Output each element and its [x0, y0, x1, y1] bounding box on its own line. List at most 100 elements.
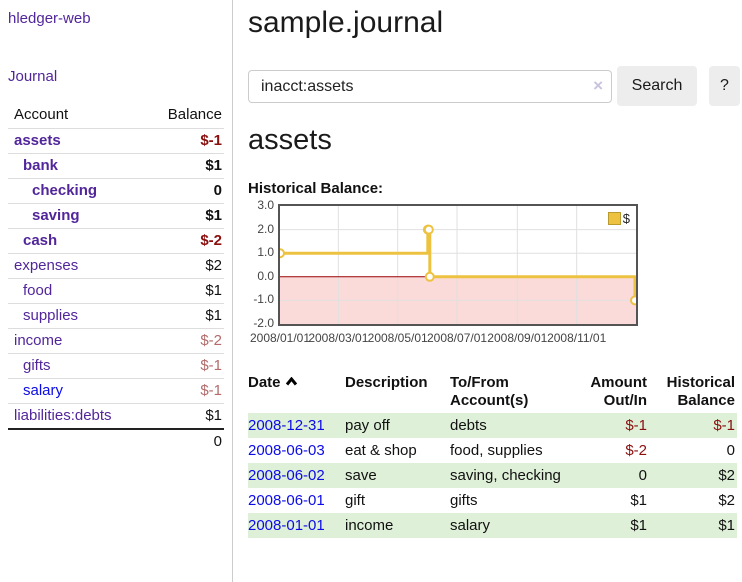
x-axis-tick-label: 2008/01/01: [249, 331, 311, 345]
account-link[interactable]: income: [14, 332, 63, 349]
transaction-date-link[interactable]: 2008-06-02: [248, 467, 325, 484]
account-heading: assets: [248, 124, 332, 156]
account-row: salary $-1: [8, 378, 224, 404]
transaction-date-link[interactable]: 2008-06-03: [248, 442, 325, 459]
accounts-total: 0: [142, 428, 224, 454]
search-bar: × Search ?: [248, 66, 742, 108]
transaction-row: 2008-12-31 pay off debts $-1 $-1: [248, 413, 737, 438]
transaction-date-link[interactable]: 2008-01-01: [248, 517, 325, 534]
account-row: expenses $2: [8, 253, 224, 279]
account-link[interactable]: liabilities:debts: [14, 407, 112, 424]
transaction-amount: $1: [630, 492, 647, 509]
transaction-balance: $-1: [649, 413, 737, 438]
legend-swatch-icon: [607, 212, 621, 225]
x-axis-tick-label: 2008/09/01: [487, 331, 548, 345]
account-link[interactable]: saving: [32, 207, 80, 224]
y-axis-tick-label: 0.0: [257, 268, 274, 283]
transaction-accounts: debts: [450, 413, 565, 438]
account-row: income $-2: [8, 328, 224, 354]
sidebar: hledger-web Journal Account Balance asse…: [0, 0, 233, 582]
x-axis-tick-label: 2008/11/01: [547, 331, 607, 345]
transaction-date-link[interactable]: 2008-06-01: [248, 492, 325, 509]
transaction-amount: $-1: [565, 413, 649, 438]
account-balance: $1: [142, 303, 224, 329]
account-link[interactable]: assets: [14, 132, 61, 149]
account-row: gifts $-1: [8, 353, 224, 379]
header-description: Description: [345, 374, 428, 391]
x-axis-tick-label: 2008/07/01: [426, 331, 488, 345]
transaction-row: 2008-06-02 save saving, checking 0 $2: [248, 463, 737, 488]
account-link[interactable]: supplies: [23, 307, 79, 324]
transaction-description: eat & shop: [345, 442, 417, 459]
accounts-header-row: Account Balance: [8, 102, 224, 129]
transaction-balance: 0: [726, 442, 735, 459]
historical-balance-chart: 3.0 2.0 1.0 0.0 -1.0 -2.0 $ 2008/01/01 2008/03…: [248, 198, 678, 350]
account-balance: $1: [142, 203, 224, 229]
header-accounts: To/From Account(s): [450, 374, 529, 409]
legend-label: $: [622, 211, 630, 226]
brand-link[interactable]: hledger-web: [8, 10, 91, 27]
transaction-row: 2008-01-01 income salary $1 $1: [248, 513, 737, 538]
account-balance: $1: [142, 278, 224, 304]
transaction-description: gift: [345, 492, 366, 509]
x-axis-tick-label: 2008/05/01: [367, 331, 428, 345]
search-input[interactable]: [248, 70, 612, 103]
sidebar-nav: Journal: [8, 68, 224, 86]
search-button[interactable]: Search: [617, 66, 697, 106]
account-link[interactable]: checking: [32, 182, 98, 199]
search-box: ×: [248, 70, 612, 103]
transaction-accounts: food, supplies: [450, 442, 543, 459]
account-link[interactable]: gifts: [23, 357, 51, 374]
transaction-balance: $1: [649, 513, 737, 538]
main-content: sample.journal × Search ? assets Histori…: [248, 0, 742, 582]
account-row: checking 0: [8, 178, 224, 204]
x-axis-tick-label: 2008/03/01: [308, 331, 369, 345]
account-balance: 0: [142, 178, 224, 204]
account-row: assets $-1: [8, 128, 224, 154]
transaction-date-link[interactable]: 2008-12-31: [248, 417, 325, 434]
header-date[interactable]: Date: [248, 372, 345, 413]
chart-title: Historical Balance:: [248, 180, 384, 197]
account-balance: $1: [142, 153, 224, 179]
account-link[interactable]: salary: [23, 382, 64, 399]
account-balance: $1: [142, 403, 224, 429]
transaction-amount: $1: [565, 513, 649, 538]
transaction-accounts: gifts: [450, 492, 478, 509]
account-balance: $-1: [142, 353, 224, 379]
chart-plot-area[interactable]: $: [278, 204, 638, 326]
transaction-accounts: saving, checking: [450, 463, 565, 488]
y-axis-tick-label: -1.0: [253, 292, 274, 307]
account-row: cash $-2: [8, 228, 224, 254]
account-link[interactable]: bank: [23, 157, 59, 174]
transactions-header-row: Date Description To/From Account(s) Amou…: [248, 372, 737, 413]
transaction-amount: $-2: [625, 442, 647, 459]
account-balance: $-1: [142, 128, 224, 154]
help-button[interactable]: ?: [709, 66, 740, 106]
accounts-header-account: Account: [14, 106, 69, 123]
accounts-table: Account Balance assets $-1 bank $1 checking 0…: [8, 102, 224, 454]
account-link[interactable]: cash: [23, 232, 58, 249]
transaction-description: pay off: [345, 413, 450, 438]
header-amount: Amount Out/In: [590, 374, 647, 409]
clear-search-icon[interactable]: ×: [593, 76, 603, 95]
transactions-table: Date Description To/From Account(s) Amou…: [248, 372, 737, 538]
y-axis-tick-label: -2.0: [253, 316, 274, 330]
accounts-total-row: 0: [8, 428, 224, 454]
accounts-header-balance: Balance: [167, 106, 222, 123]
chart-canvas: [280, 206, 636, 324]
account-row: bank $1: [8, 153, 224, 179]
account-row: liabilities:debts $1: [8, 403, 224, 429]
sidebar-item-journal[interactable]: Journal: [8, 68, 58, 85]
page-title: sample.journal: [248, 6, 444, 39]
account-link[interactable]: expenses: [14, 257, 79, 274]
chart-legend: $: [606, 210, 631, 227]
account-link[interactable]: food: [23, 282, 53, 299]
account-balance: $2: [142, 253, 224, 279]
transaction-description: save: [345, 463, 450, 488]
sort-ascending-icon: [285, 377, 297, 386]
account-balance: $-2: [142, 228, 224, 254]
y-axis-tick-label: 2.0: [257, 221, 274, 236]
transaction-amount: 0: [565, 463, 649, 488]
transaction-row: 2008-06-03 eat & shop food, supplies $-2 0: [248, 438, 737, 463]
